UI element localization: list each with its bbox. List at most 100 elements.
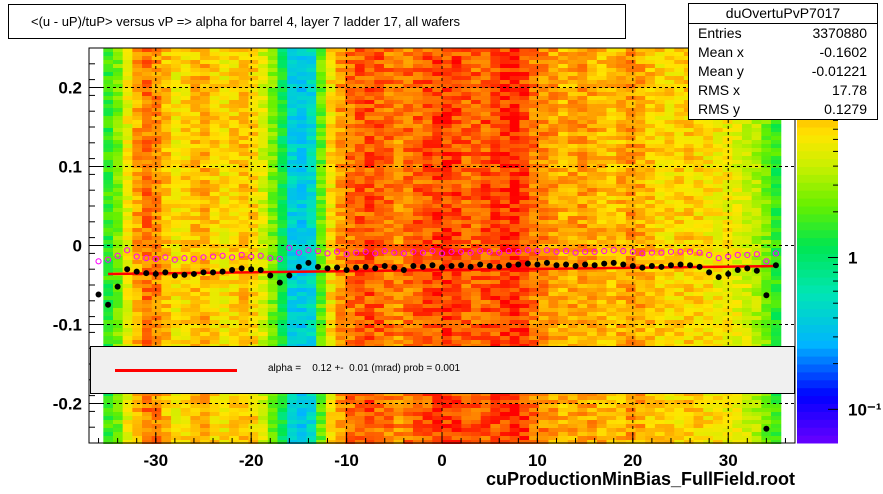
heat-cell [558, 208, 569, 212]
heat-cell [103, 172, 114, 176]
heat-cell [316, 104, 327, 108]
heat-cell [587, 64, 598, 68]
heat-cell [190, 332, 201, 336]
heat-cell [509, 252, 521, 256]
heat-cell [383, 264, 395, 268]
heat-cell [471, 116, 482, 120]
heat-cell [480, 428, 491, 432]
heat-cell [248, 156, 259, 160]
heat-cell [577, 228, 588, 232]
heat-cell [471, 272, 482, 276]
heat-cell [548, 56, 559, 60]
heat-cell [442, 108, 453, 112]
heat-cell [306, 136, 317, 140]
heat-cell [296, 332, 308, 336]
heat-cell [567, 64, 579, 68]
heat-cell [374, 96, 385, 100]
heat-cell [345, 76, 356, 80]
heat-cell [248, 236, 259, 240]
heat-cell [490, 436, 501, 440]
heat-cell [316, 404, 327, 408]
heat-cell [393, 316, 404, 320]
heat-cell [258, 172, 269, 176]
heat-cell [354, 424, 366, 428]
heat-cell [403, 248, 414, 252]
heat-cell [548, 308, 559, 312]
heat-cell [287, 400, 298, 404]
heat-cell [112, 316, 124, 320]
heat-cell [587, 72, 598, 76]
heat-cell [354, 144, 366, 148]
heat-cell [432, 76, 443, 80]
heat-cell [190, 224, 201, 228]
heat-cell [577, 88, 588, 92]
heat-cell [383, 112, 395, 116]
heat-cell [248, 216, 259, 220]
heat-cell [325, 416, 337, 420]
heat-cell [267, 136, 279, 140]
heat-cell [500, 236, 511, 240]
heat-cell [103, 320, 114, 324]
heat-cell [490, 396, 501, 400]
heat-cell [277, 80, 288, 84]
heat-cell [258, 84, 269, 88]
heat-cell [500, 400, 511, 404]
heat-cell [480, 396, 491, 400]
heat-cell [480, 316, 491, 320]
heat-cell [132, 392, 143, 396]
heat-cell [587, 168, 598, 172]
heat-cell [171, 60, 182, 64]
heat-cell [442, 52, 453, 56]
heat-cell [287, 284, 298, 288]
heat-cell [112, 236, 124, 240]
heat-cell [461, 396, 472, 400]
heat-cell [142, 312, 153, 316]
heat-cell [529, 316, 540, 320]
heat-cell [393, 64, 404, 68]
heat-cell [287, 160, 298, 164]
heat-cell [529, 180, 540, 184]
heat-cell [277, 144, 288, 148]
heat-cell [538, 192, 550, 196]
heat-cell [529, 220, 540, 224]
heat-cell [558, 412, 569, 416]
heat-cell [548, 180, 559, 184]
heat-cell [122, 396, 133, 400]
heat-cell [490, 224, 501, 228]
heat-cell [277, 112, 288, 116]
heat-cell [277, 200, 288, 204]
heat-cell [161, 408, 172, 412]
heat-cell [548, 268, 559, 272]
heat-cell [422, 432, 433, 436]
heat-cell [306, 156, 317, 160]
heat-cell [412, 300, 424, 304]
heat-cell [519, 52, 530, 56]
heat-cell [238, 240, 250, 244]
heat-cell [354, 136, 366, 140]
heat-cell [364, 300, 375, 304]
heat-cell [122, 216, 133, 220]
heat-cell [132, 256, 143, 260]
heat-cell [500, 308, 511, 312]
heat-cell [258, 208, 269, 212]
heat-cell [538, 280, 550, 284]
heat-cell [393, 156, 404, 160]
heat-cell [442, 396, 453, 400]
heat-cell [422, 396, 433, 400]
heat-cell [316, 304, 327, 308]
heat-cell [403, 116, 414, 120]
heat-cell [403, 60, 414, 64]
heat-cell [461, 208, 472, 212]
heat-cell [229, 280, 240, 284]
heat-cell [558, 336, 569, 340]
heat-cell [316, 276, 327, 280]
heat-cell [577, 404, 588, 408]
heat-cell [103, 316, 114, 320]
heat-cell [306, 108, 317, 112]
heat-cell [316, 256, 327, 260]
heat-cell [219, 152, 230, 156]
heat-cell [151, 172, 162, 176]
heat-cell [209, 288, 221, 292]
heat-cell [471, 336, 482, 340]
heat-cell [567, 400, 579, 404]
